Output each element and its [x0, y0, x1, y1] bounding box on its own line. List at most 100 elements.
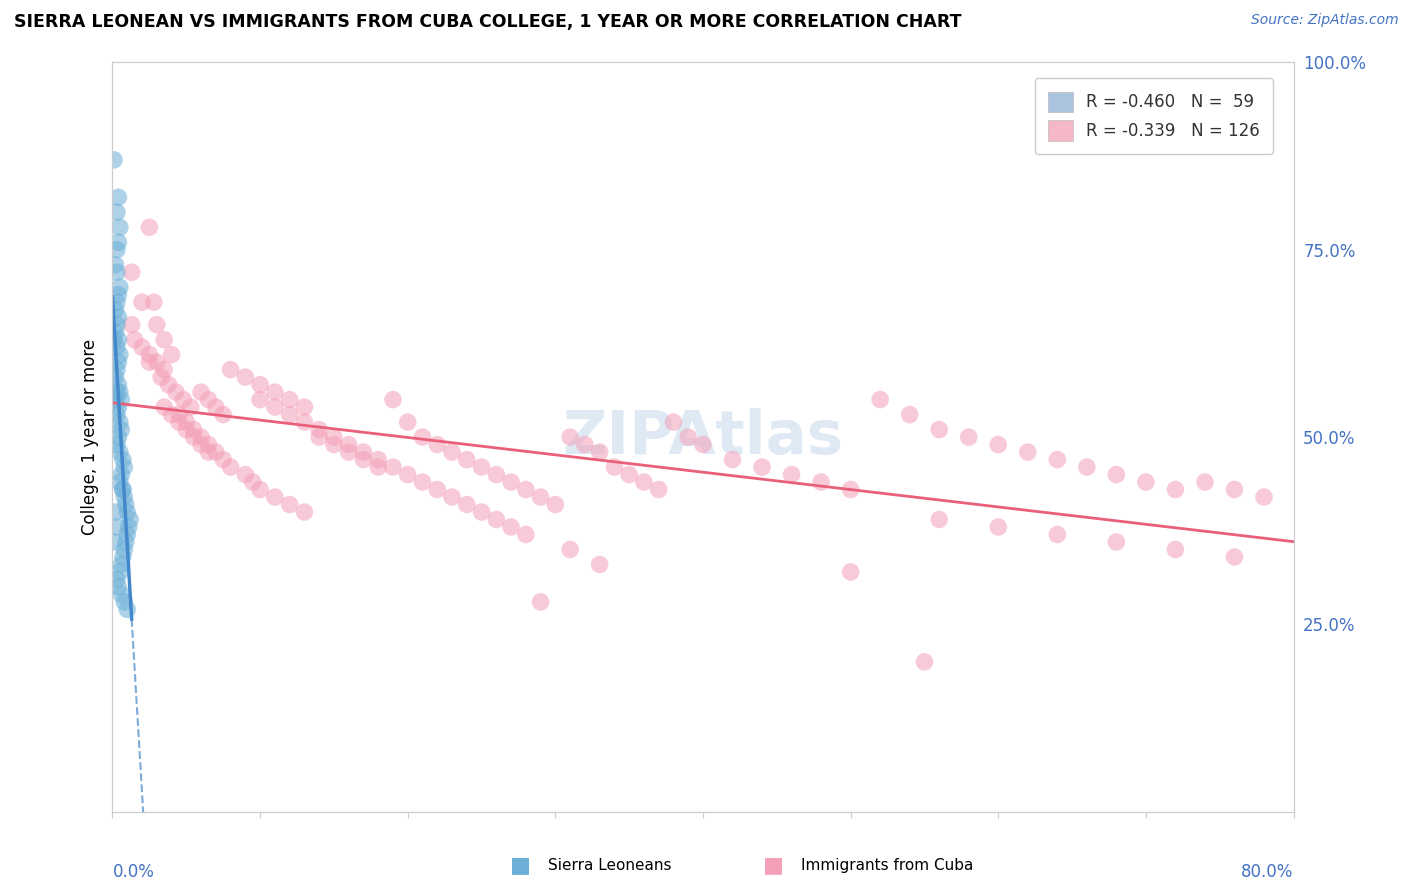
Point: [121, 265, 143, 279]
Point: [914, 655, 936, 669]
Point: [111, 452, 134, 467]
Point: [242, 475, 264, 489]
Point: [382, 460, 405, 475]
Point: [104, 392, 127, 407]
Point: [1105, 535, 1128, 549]
Point: [120, 512, 142, 526]
Point: [146, 318, 169, 332]
Point: [138, 220, 160, 235]
Point: [588, 445, 610, 459]
Point: [105, 408, 128, 422]
Legend: R = -0.460   N =  59, R = -0.339   N = 126: R = -0.460 N = 59, R = -0.339 N = 126: [1035, 78, 1274, 154]
Point: [721, 452, 744, 467]
Point: [456, 452, 478, 467]
Point: [1046, 527, 1069, 541]
Point: [839, 565, 862, 579]
Point: [124, 333, 146, 347]
Point: [337, 437, 360, 451]
Point: [396, 467, 419, 482]
Point: [131, 295, 153, 310]
Point: [662, 415, 685, 429]
Point: [1223, 549, 1246, 564]
Point: [105, 265, 128, 279]
Point: [352, 445, 374, 459]
Point: [142, 295, 165, 310]
Point: [470, 505, 494, 519]
Point: [558, 542, 582, 557]
Point: [111, 483, 134, 497]
Point: [167, 408, 190, 422]
Point: [150, 370, 173, 384]
Point: [108, 280, 131, 294]
Point: [105, 318, 128, 332]
Text: ZIPAtlas: ZIPAtlas: [562, 408, 844, 467]
Point: [1076, 460, 1098, 475]
Point: [382, 392, 405, 407]
Point: [323, 430, 346, 444]
Point: [249, 377, 271, 392]
Point: [485, 467, 508, 482]
Point: [118, 520, 141, 534]
Point: [1194, 475, 1216, 489]
Point: [278, 498, 301, 512]
Point: [110, 392, 132, 407]
Point: [337, 445, 360, 459]
Point: [441, 490, 464, 504]
Point: [105, 340, 128, 354]
Point: [957, 430, 980, 444]
Point: [292, 415, 315, 429]
Point: [174, 415, 197, 429]
Point: [111, 549, 134, 564]
Point: [117, 505, 138, 519]
Point: [112, 542, 135, 557]
Point: [153, 362, 176, 376]
Point: [180, 400, 202, 414]
Point: [110, 423, 132, 437]
Point: [110, 558, 132, 572]
Point: [108, 385, 131, 400]
Point: [165, 385, 187, 400]
Point: [456, 498, 478, 512]
Text: ■: ■: [763, 855, 783, 875]
Point: [105, 205, 128, 219]
Point: [558, 430, 582, 444]
Text: Immigrants from Cuba: Immigrants from Cuba: [801, 858, 974, 872]
Point: [153, 333, 176, 347]
Text: Source: ZipAtlas.com: Source: ZipAtlas.com: [1251, 13, 1399, 28]
Point: [1164, 483, 1187, 497]
Point: [219, 362, 242, 376]
Point: [104, 505, 127, 519]
Point: [107, 235, 129, 250]
Point: [112, 490, 135, 504]
Point: [104, 258, 127, 272]
Point: [515, 527, 537, 541]
Point: [190, 385, 212, 400]
Point: [103, 153, 125, 167]
Point: [117, 527, 138, 541]
Point: [103, 535, 125, 549]
Point: [160, 348, 183, 362]
Point: [131, 340, 153, 354]
Point: [501, 520, 523, 534]
Point: [1223, 483, 1246, 497]
Point: [1253, 490, 1275, 504]
Point: [647, 483, 671, 497]
Point: [1046, 452, 1069, 467]
Point: [264, 385, 287, 400]
Point: [108, 445, 131, 459]
Point: [233, 370, 256, 384]
Point: [485, 512, 508, 526]
Point: [117, 602, 138, 616]
Point: [278, 392, 301, 407]
Point: [167, 415, 190, 429]
Point: [323, 437, 346, 451]
Point: [987, 520, 1010, 534]
Point: [108, 415, 131, 429]
Point: [264, 490, 287, 504]
Point: [751, 460, 773, 475]
Point: [205, 445, 228, 459]
Point: [928, 512, 950, 526]
Point: [839, 483, 862, 497]
Point: [1017, 445, 1039, 459]
Point: [103, 333, 125, 347]
